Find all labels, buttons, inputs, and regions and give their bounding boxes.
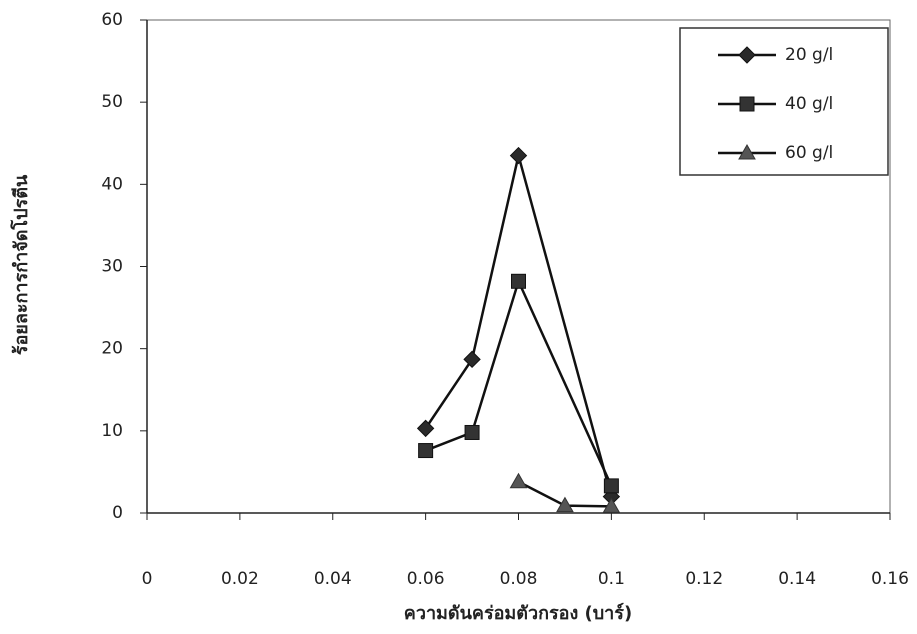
y-tick-label: 10 [101, 421, 123, 441]
y-tick-label: 20 [101, 339, 123, 359]
marker [509, 146, 528, 165]
marker [739, 96, 755, 112]
marker [511, 273, 526, 289]
marker [738, 46, 756, 64]
marker [509, 472, 528, 489]
y-tick-label: 60 [101, 10, 123, 30]
legend-label: 40 g/l [785, 94, 833, 114]
legend-label: 60 g/l [785, 143, 833, 163]
legend-box [679, 27, 889, 176]
y-tick-label: 0 [112, 503, 123, 523]
x-tick-label: 0.1 [598, 569, 625, 589]
marker [603, 478, 619, 494]
y-axis-title: ร้อยละการกำจัดโปรตีน [10, 174, 32, 355]
y-tick-label: 30 [101, 257, 123, 277]
x-tick-label: 0.12 [685, 569, 723, 589]
series-line [425, 277, 613, 487]
x-tick-label: 0.02 [221, 569, 259, 589]
marker [464, 424, 480, 440]
marker [738, 143, 756, 160]
marker [418, 443, 434, 459]
x-axis-title: ความดันคร่อมตัวกรอง (บาร์) [404, 602, 632, 624]
legend-label: 20 g/l [785, 45, 833, 65]
x-tick-label: 0.06 [407, 569, 445, 589]
marker [602, 497, 621, 513]
x-tick-label: 0.08 [500, 569, 538, 589]
x-tick-label: 0.16 [871, 569, 909, 589]
marker [556, 496, 574, 513]
x-tick-label: 0 [142, 569, 153, 589]
y-tick-label: 40 [101, 174, 123, 194]
series-line [424, 155, 613, 497]
y-tick-label: 50 [101, 92, 123, 112]
x-tick-label: 0.14 [778, 569, 816, 589]
marker [463, 350, 481, 369]
x-tick-label: 0.04 [314, 569, 352, 589]
marker [416, 419, 435, 438]
